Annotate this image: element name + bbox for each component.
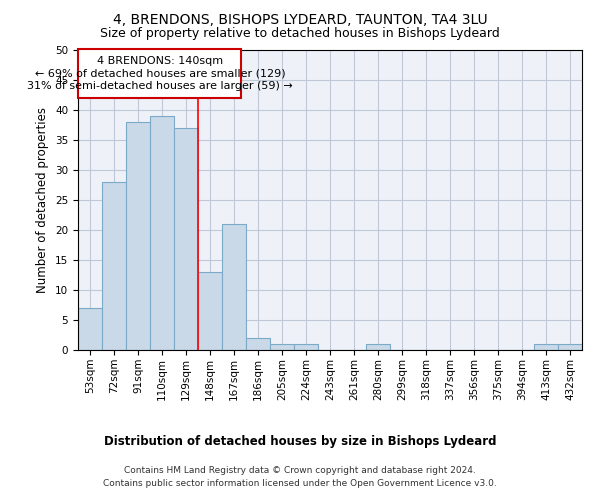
Bar bbox=[102, 182, 126, 350]
Bar bbox=[246, 338, 270, 350]
Text: ← 69% of detached houses are smaller (129): ← 69% of detached houses are smaller (12… bbox=[35, 68, 285, 78]
Text: 31% of semi-detached houses are larger (59) →: 31% of semi-detached houses are larger (… bbox=[27, 80, 293, 90]
Text: 4 BRENDONS: 140sqm: 4 BRENDONS: 140sqm bbox=[97, 56, 223, 66]
Bar bbox=[366, 344, 390, 350]
Bar bbox=[78, 308, 102, 350]
Y-axis label: Number of detached properties: Number of detached properties bbox=[37, 107, 49, 293]
Bar bbox=[558, 344, 582, 350]
Bar bbox=[294, 344, 318, 350]
Text: Contains HM Land Registry data © Crown copyright and database right 2024.
Contai: Contains HM Land Registry data © Crown c… bbox=[103, 466, 497, 487]
Bar bbox=[222, 224, 246, 350]
Text: 4, BRENDONS, BISHOPS LYDEARD, TAUNTON, TA4 3LU: 4, BRENDONS, BISHOPS LYDEARD, TAUNTON, T… bbox=[113, 12, 487, 26]
Bar bbox=[270, 344, 294, 350]
Bar bbox=[198, 272, 222, 350]
Text: Size of property relative to detached houses in Bishops Lydeard: Size of property relative to detached ho… bbox=[100, 28, 500, 40]
Bar bbox=[174, 128, 198, 350]
Bar bbox=[79, 49, 241, 98]
Bar bbox=[126, 122, 150, 350]
Bar bbox=[534, 344, 558, 350]
Text: Distribution of detached houses by size in Bishops Lydeard: Distribution of detached houses by size … bbox=[104, 435, 496, 448]
Bar bbox=[150, 116, 174, 350]
